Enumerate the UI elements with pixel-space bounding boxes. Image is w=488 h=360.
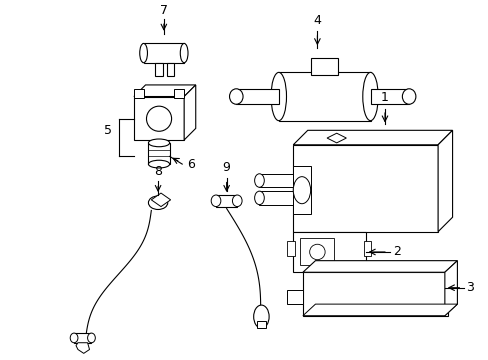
Bar: [148, 143, 169, 164]
Bar: [134, 96, 184, 140]
Polygon shape: [76, 343, 89, 354]
Ellipse shape: [211, 195, 221, 207]
Ellipse shape: [148, 139, 169, 147]
Ellipse shape: [362, 72, 377, 121]
Bar: [74, 333, 91, 343]
Ellipse shape: [70, 333, 78, 343]
Polygon shape: [184, 85, 195, 140]
Bar: [293, 166, 310, 214]
Bar: [166, 63, 174, 76]
Ellipse shape: [140, 44, 147, 63]
Text: 5: 5: [103, 124, 112, 137]
Ellipse shape: [232, 195, 242, 207]
Bar: [287, 241, 295, 256]
Bar: [134, 89, 143, 98]
Ellipse shape: [254, 174, 264, 187]
Ellipse shape: [148, 160, 169, 168]
Bar: [300, 238, 333, 265]
Ellipse shape: [309, 244, 325, 260]
Bar: [370, 89, 408, 104]
Bar: [293, 232, 365, 272]
Ellipse shape: [148, 196, 167, 210]
Bar: [155, 63, 163, 76]
Polygon shape: [444, 261, 456, 316]
Polygon shape: [302, 261, 456, 272]
Ellipse shape: [87, 333, 95, 343]
Bar: [236, 89, 278, 104]
Bar: [143, 44, 184, 63]
Text: 8: 8: [154, 165, 162, 177]
Bar: [363, 241, 371, 256]
Text: 7: 7: [160, 4, 167, 17]
Bar: [278, 72, 370, 121]
Text: 1: 1: [380, 91, 388, 104]
Bar: [256, 320, 265, 328]
Ellipse shape: [254, 191, 264, 205]
Bar: [259, 191, 293, 205]
Bar: [310, 58, 337, 75]
Polygon shape: [293, 130, 452, 145]
Bar: [293, 145, 437, 232]
Text: 9: 9: [222, 161, 230, 174]
Polygon shape: [286, 290, 302, 304]
Bar: [302, 272, 447, 316]
Text: 2: 2: [392, 246, 400, 258]
Text: 6: 6: [187, 158, 195, 171]
Ellipse shape: [293, 177, 310, 204]
Ellipse shape: [253, 305, 268, 328]
Polygon shape: [437, 130, 452, 232]
Polygon shape: [151, 193, 170, 207]
Bar: [174, 89, 184, 98]
Polygon shape: [326, 133, 346, 143]
Ellipse shape: [270, 72, 286, 121]
Polygon shape: [134, 85, 195, 96]
Ellipse shape: [180, 44, 187, 63]
Text: 3: 3: [465, 281, 473, 294]
Text: 4: 4: [313, 14, 321, 27]
Bar: [216, 195, 237, 207]
Ellipse shape: [402, 89, 415, 104]
Ellipse shape: [229, 89, 243, 104]
Ellipse shape: [146, 106, 171, 131]
Polygon shape: [302, 304, 456, 316]
Bar: [259, 174, 293, 187]
